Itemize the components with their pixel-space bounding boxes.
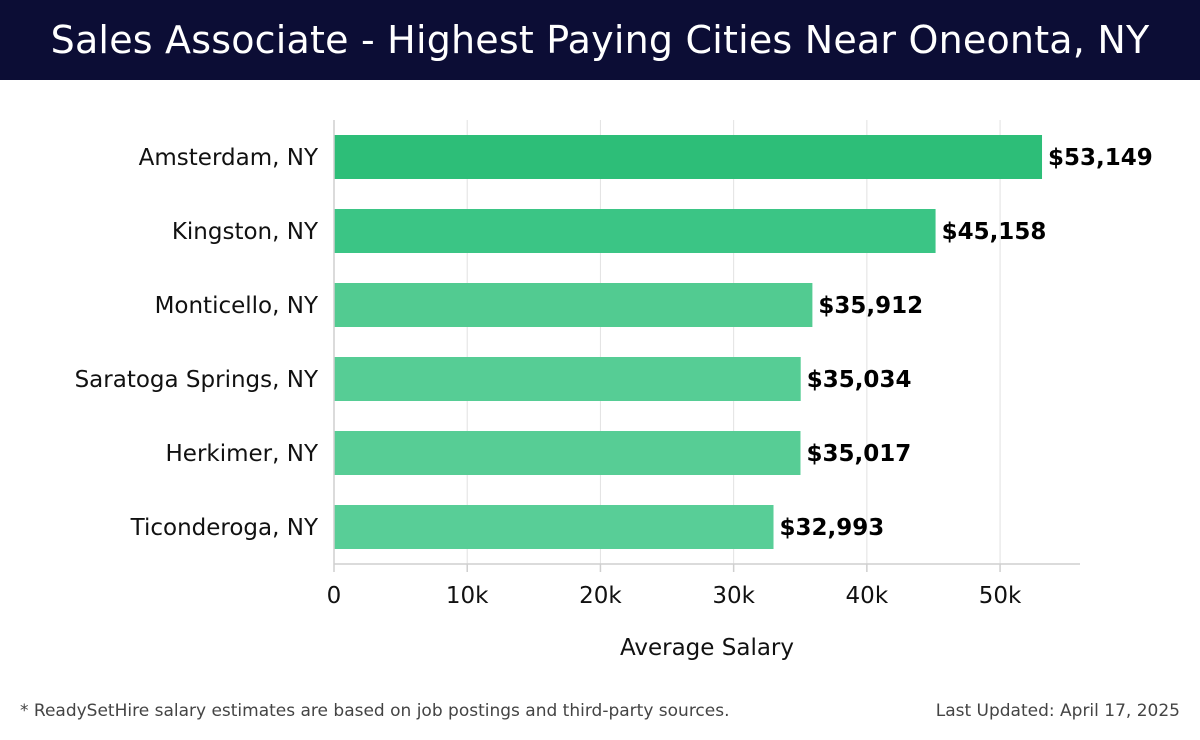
category-label: Monticello, NY	[155, 293, 319, 319]
x-tick-label: 20k	[579, 583, 622, 609]
data-label: $35,017	[806, 441, 911, 467]
category-label: Kingston, NY	[172, 219, 319, 245]
data-label: $35,912	[818, 293, 923, 319]
data-label: $53,149	[1048, 145, 1153, 171]
data-label: $45,158	[942, 219, 1047, 245]
bar	[334, 209, 936, 253]
category-label: Amsterdam, NY	[139, 145, 319, 171]
category-label: Ticonderoga, NY	[130, 515, 319, 541]
page-title: Sales Associate - Highest Paying Cities …	[50, 18, 1150, 62]
bar	[334, 283, 813, 327]
bar	[334, 357, 801, 401]
source-note: * ReadySetHire salary estimates are base…	[20, 701, 730, 721]
x-tick-label: 50k	[979, 583, 1022, 609]
category-label: Herkimer, NY	[166, 441, 319, 467]
chart-header: Sales Associate - Highest Paying Cities …	[0, 0, 1200, 80]
bar-chart: Amsterdam, NY $53,149 Kingston, NY $45,158 M…	[75, 120, 1153, 661]
bar	[334, 135, 1043, 179]
bar	[334, 431, 801, 475]
data-label: $32,993	[780, 515, 885, 541]
x-tick-label: 10k	[446, 583, 489, 609]
category-label: Saratoga Springs, NY	[75, 367, 319, 393]
x-tick-label: 40k	[846, 583, 889, 609]
x-axis-title: Average Salary	[620, 635, 794, 661]
data-label: $35,034	[807, 367, 912, 393]
last-updated: Last Updated: April 17, 2025	[935, 701, 1180, 721]
x-tick-label: 0	[327, 583, 342, 609]
bar	[334, 505, 774, 549]
x-tick-label: 30k	[712, 583, 755, 609]
